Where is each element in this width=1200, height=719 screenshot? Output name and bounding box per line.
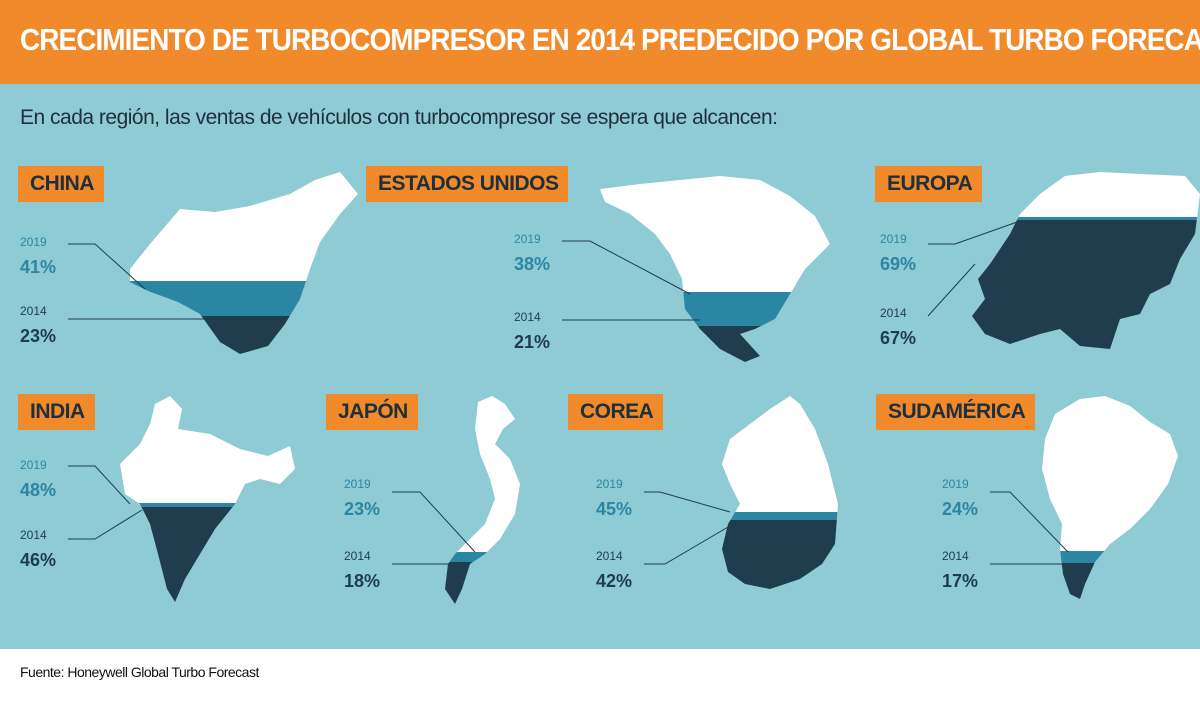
sudamerica-2014-year: 2014: [942, 549, 969, 563]
japon-2019-year: 2019: [344, 477, 371, 491]
china-leader-2019: [68, 243, 146, 290]
india-2014-value: 46%: [20, 550, 57, 570]
japon-leader-2019: [392, 491, 476, 553]
india-2019-year: 2019: [20, 458, 47, 472]
region-label-japon: JAPÓN: [326, 394, 418, 430]
corea-2019-year: 2019: [596, 477, 623, 491]
europa-leader-2014: [927, 263, 976, 317]
infographic-panel: En cada región, las ventas de vehículos …: [0, 84, 1200, 649]
corea-2014-year: 2014: [596, 549, 623, 563]
sudamerica-band-2019: [1042, 551, 1178, 563]
europa-2019-year: 2019: [880, 232, 907, 246]
usa-2014-year: 2014: [514, 310, 541, 324]
usa-2019-value: 38%: [514, 254, 551, 274]
japon-2014-value: 18%: [344, 571, 381, 591]
infographic-title: CRECIMIENTO DE TURBOCOMPRESOR EN 2014 PR…: [20, 22, 1200, 57]
sudamerica-2019-value: 24%: [942, 499, 979, 519]
sudamerica-2014-value: 17%: [942, 571, 979, 591]
china-map: [68, 172, 358, 354]
india-2019-value: 48%: [20, 480, 57, 500]
region-label-estados-unidos: ESTADOS UNIDOS: [366, 166, 569, 202]
usa-map: [562, 176, 830, 362]
europa-2019-value: 69%: [880, 254, 917, 274]
china-2014-year: 2014: [20, 304, 47, 318]
sudamerica-map: [990, 396, 1178, 599]
india-2014-year: 2014: [20, 528, 47, 542]
sudamerica-2019-year: 2019: [942, 477, 969, 491]
india-band-2019: [120, 503, 295, 507]
corea-2014-value: 42%: [596, 571, 633, 591]
usa-2019-year: 2019: [514, 232, 541, 246]
corea-2019-value: 45%: [596, 499, 633, 519]
europa-2014-year: 2014: [880, 306, 907, 320]
europa-2014-value: 67%: [880, 328, 917, 348]
china-2019-value: 41%: [20, 257, 57, 277]
corea-band-2019: [722, 512, 838, 520]
india-leader-2019: [68, 465, 131, 505]
usa-leader-2019: [562, 240, 691, 295]
india-map: [68, 396, 295, 602]
india-leader-2014: [68, 509, 143, 540]
japon-map: [392, 396, 520, 604]
corea-leader-2014: [644, 519, 741, 565]
china-2014-value: 23%: [20, 326, 57, 346]
europa-map: [927, 172, 1200, 349]
infographic-subtitle: En cada región, las ventas de vehículos …: [20, 106, 778, 129]
region-label-china: CHINA: [18, 166, 104, 202]
japon-2019-value: 23%: [344, 499, 381, 519]
europa-leader-2019: [928, 220, 1021, 245]
japon-2014-year: 2014: [344, 549, 371, 563]
region-label-sudamerica: SUDAMÉRICA: [876, 394, 1036, 430]
china-2019-year: 2019: [20, 235, 47, 249]
region-label-india: INDIA: [18, 394, 95, 430]
region-label-corea: COREA: [568, 394, 664, 430]
source-note: Fuente: Honeywell Global Turbo Forecast: [20, 664, 259, 680]
region-label-europa: EUROPA: [875, 166, 983, 202]
corea-leader-2019: [644, 491, 731, 513]
sudamerica-band-2014: [1042, 563, 1178, 599]
sudamerica-white-area: [1042, 396, 1178, 551]
usa-2014-value: 21%: [514, 332, 551, 352]
header-bar: CRECIMIENTO DE TURBOCOMPRESOR EN 2014 PR…: [0, 0, 1200, 84]
corea-map: [644, 396, 838, 589]
sudamerica-leader-2019: [990, 491, 1069, 553]
europa-band-2019: [972, 217, 1200, 220]
